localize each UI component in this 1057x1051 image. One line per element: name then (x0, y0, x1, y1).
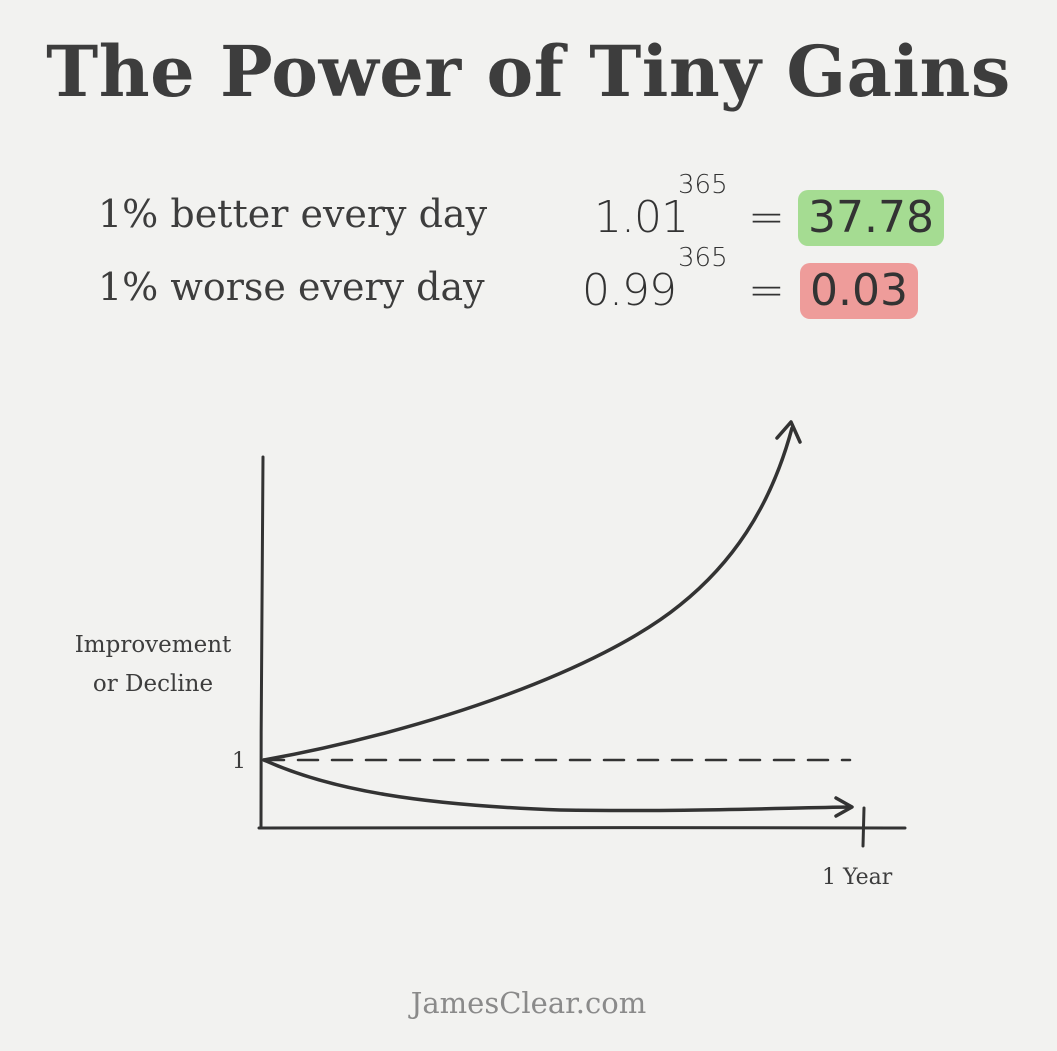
worse-label: 1% worse every day (98, 265, 485, 309)
worse-result: 0.03 (800, 263, 918, 319)
better-equals: = (748, 192, 785, 243)
y-tick-label: 1 (232, 749, 246, 774)
better-label: 1% better every day (98, 192, 488, 236)
footer-credit: JamesClear.com (410, 986, 647, 1020)
year-tick (861, 806, 866, 848)
growth-arrowhead (775, 420, 802, 444)
x-tick-label: 1 Year (822, 865, 893, 890)
y-axis (259, 455, 265, 830)
worse-exponent: 365 (678, 243, 728, 273)
y-axis-label-text: Improvement or Decline (74, 632, 232, 697)
better-result: 37.78 (798, 190, 944, 246)
decline-curve (262, 758, 852, 813)
decline-arrowhead (834, 796, 854, 818)
page-title: The Power of Tiny Gains (46, 30, 1011, 113)
y-axis-label: Improvement or Decline (62, 626, 244, 704)
better-base: 1.01 (594, 192, 689, 243)
worse-base: 0.99 (582, 265, 677, 316)
growth-curve (262, 426, 794, 762)
worse-equals: = (748, 265, 785, 316)
better-exponent: 365 (678, 170, 728, 200)
